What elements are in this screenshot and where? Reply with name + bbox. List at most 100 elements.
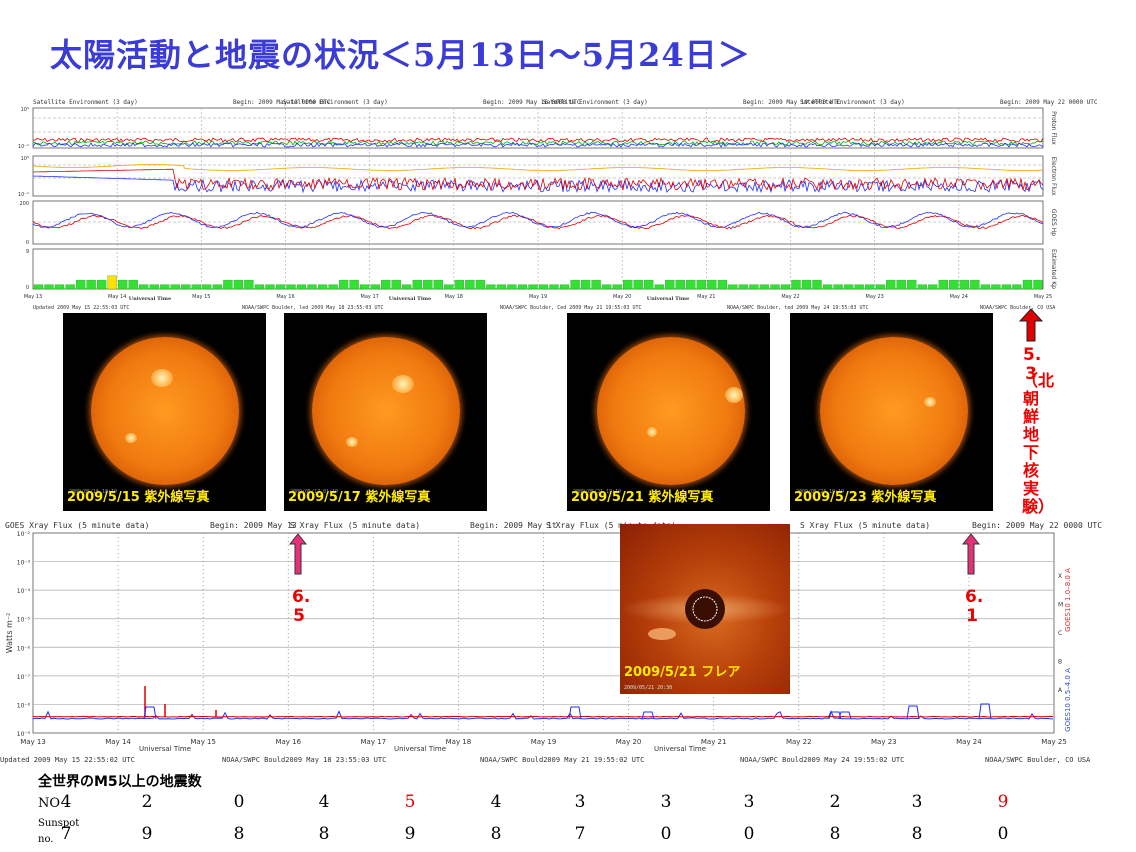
kp-bar (959, 279, 969, 290)
xray-day-tick: May 16 (275, 738, 301, 746)
photo-timestamp: 2009/05/21 19:19 (573, 489, 622, 495)
env-footer: NOAA/SWPC Boulder, Ced 2009 May 21 19:55… (500, 305, 641, 311)
xray-day-tick: May 13 (20, 738, 46, 746)
electron-flux-line (32, 175, 1044, 194)
xray-short-bump (641, 711, 655, 720)
nk-magnitude-text: 5.3 (1023, 345, 1042, 384)
pink-up-arrow-icon (289, 533, 307, 575)
photo-caption: 2009/5/17 紫外線写真 (288, 490, 431, 505)
xray-long-line (32, 715, 1054, 718)
kp-bar (223, 279, 233, 290)
env-day-tick: May 18 (445, 294, 463, 300)
kp-bar (118, 279, 128, 290)
xray-y-tick: 10⁻⁶ (17, 645, 31, 652)
xray-y-tick: 10⁻³ (17, 560, 31, 567)
xray-class-label: X (1058, 573, 1062, 580)
flare-photo: 2009/5/21 フレア 2009/05/21 20:30 (620, 524, 790, 694)
kp-bar (444, 284, 454, 290)
kp-bar (665, 279, 675, 290)
kp-bar (107, 275, 117, 290)
quake-marker-1: 6.5 (288, 588, 310, 626)
xray-universal-time: Universal Time (654, 745, 706, 753)
kp-bar (486, 284, 496, 290)
kp-bar (265, 284, 275, 290)
kp-bar (139, 284, 149, 290)
quake-count-cell: 2 (829, 792, 841, 812)
kp-bar (286, 284, 296, 290)
kp-bar (1033, 279, 1043, 290)
env-day-tick: May 14 (108, 294, 126, 300)
xray-footer: NOAA/SWPC Bould2009 May 18 23:55:03 UTC (222, 756, 386, 764)
kp-bar (949, 279, 959, 290)
kp-bar (433, 279, 443, 290)
kp-bar (917, 284, 927, 290)
sun-disc (312, 337, 460, 485)
xray-day-tick: May 25 (1041, 738, 1067, 746)
kp-bar (244, 279, 254, 290)
kp-bar (328, 284, 338, 290)
xray-day-tick: May 20 (616, 738, 642, 746)
proton-flux-line (33, 140, 1044, 146)
kp-bar (170, 284, 180, 290)
xray-short-bump (906, 705, 920, 720)
env-day-tick: May 17 (361, 294, 379, 300)
kp-bar (549, 284, 559, 290)
uv-photo-4: 2009/05/23 18:19 2009/5/23 紫外線写真 (790, 313, 993, 511)
kp-bar (44, 284, 54, 290)
sunspot-count-cell: 8 (318, 824, 330, 844)
env-header-begin: Begin: 2009 May 19 0000 UTC (743, 99, 841, 106)
kp-bar (886, 279, 896, 290)
xray-day-tick: May 14 (105, 738, 131, 746)
kp-bar (181, 284, 191, 290)
sunspot-row-label-b: no. (38, 834, 54, 845)
quake-count-cell: 3 (911, 792, 923, 812)
kp-bar (202, 284, 212, 290)
env-axis-label: 0 (26, 285, 29, 291)
xray-label-long: GOES10 1.0–8.0 A (1064, 568, 1072, 632)
env-panel-label: Proton Flux (1050, 111, 1057, 145)
quake-count-cell: 3 (574, 792, 586, 812)
kp-bar (370, 284, 380, 290)
xray-day-tick: May 23 (871, 738, 897, 746)
kp-bar (928, 284, 938, 290)
sunspot-count-cell: 8 (490, 824, 502, 844)
kp-bar (791, 279, 801, 290)
kp-bar (938, 279, 948, 290)
kp-bar (96, 279, 107, 290)
xray-day-tick: May 15 (190, 738, 216, 746)
xray-class-label: M (1058, 601, 1063, 608)
sunspot-count-cell: 9 (141, 824, 153, 844)
env-universal-time: Universal Time (129, 296, 171, 302)
kp-bar (307, 284, 317, 290)
red-up-arrow-icon (1019, 308, 1043, 342)
env-header-begin: Begin: 2009 May 16 0000 UTC (483, 99, 581, 106)
xray-footer: Updated 2009 May 15 22:55:02 UTC (0, 756, 135, 764)
sunspot-count-cell: 0 (660, 824, 672, 844)
env-footer: Updated 2009 May 15 22:55:03 UTC (33, 305, 129, 311)
quake-count-cell: 4 (60, 792, 72, 812)
kp-bar (475, 279, 486, 290)
kp-bar (381, 279, 391, 290)
quake-marker-2: 6.1 (961, 588, 983, 626)
kp-bar (254, 284, 265, 290)
xray-day-tick: May 18 (446, 738, 472, 746)
kp-bar (160, 284, 170, 290)
kp-bar (644, 279, 654, 290)
quake-count-cell: 3 (660, 792, 672, 812)
kp-bar (391, 279, 401, 290)
xray-header: S Xray Flux (5 minute data) (290, 521, 420, 530)
kp-bar (296, 284, 307, 290)
xray-y-tick: 10⁻⁴ (17, 588, 31, 595)
kp-bar (233, 279, 244, 290)
xray-footer: NOAA/SWPC Bould2009 May 21 19:55:02 UTC (480, 756, 644, 764)
sun-disc (91, 337, 239, 485)
kp-bar (517, 284, 528, 290)
kp-bar (875, 284, 885, 290)
kp-bar (33, 284, 44, 290)
env-day-tick: May 20 (613, 294, 631, 300)
kp-bar (864, 284, 875, 290)
kp-bar (359, 284, 370, 290)
quake-count-title: 全世界のM5以上の地震数 (38, 774, 202, 790)
kp-bar (528, 284, 538, 290)
quake-count-cell: 0 (233, 792, 245, 812)
